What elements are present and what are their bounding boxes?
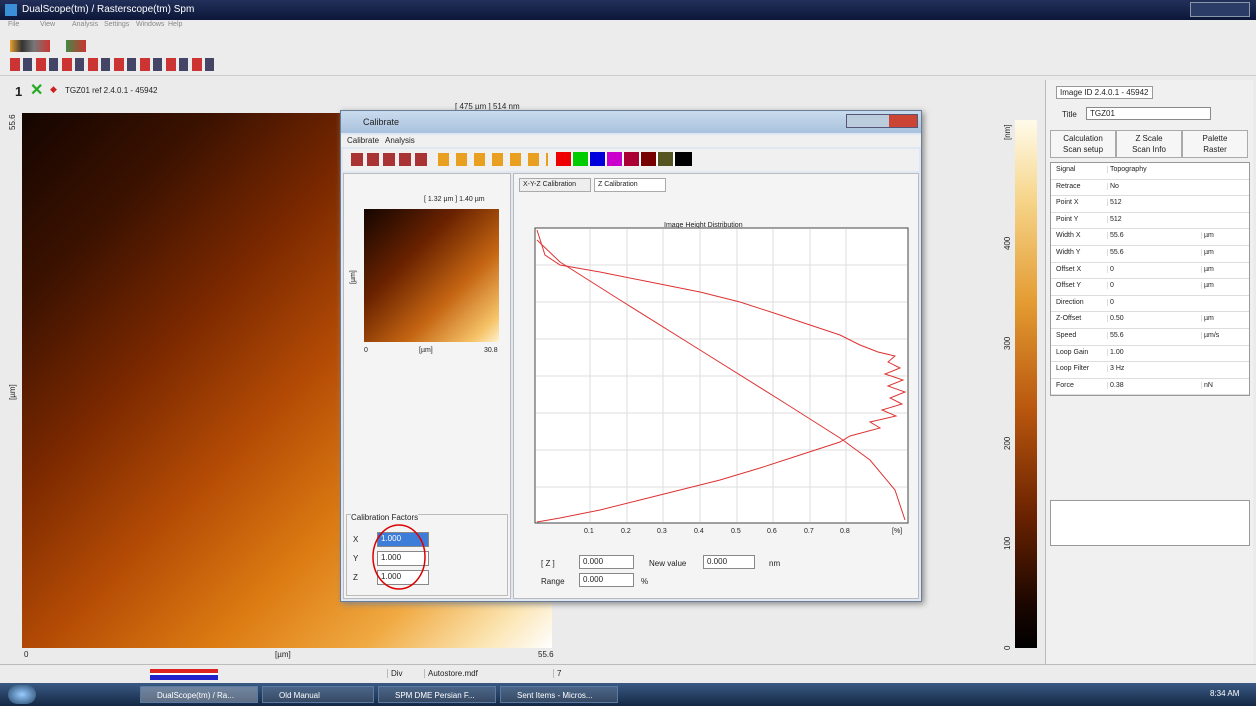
progress-indicator bbox=[150, 669, 218, 680]
status-cell: 7 bbox=[553, 669, 561, 678]
status-bar: Div Autostore.mdf 7 bbox=[0, 664, 1256, 683]
chart-overlay bbox=[0, 0, 1256, 706]
taskbar-item[interactable]: Old Manual bbox=[262, 686, 374, 703]
taskbar-item[interactable]: Sent Items - Micros... bbox=[500, 686, 618, 703]
start-button[interactable] bbox=[8, 685, 36, 704]
status-cell: Autostore.mdf bbox=[424, 669, 478, 678]
x-tick-label: 0.8 bbox=[840, 528, 850, 535]
highlight-circle bbox=[373, 525, 425, 589]
x-unit-label: [%] bbox=[892, 528, 902, 535]
status-cell: Div bbox=[387, 669, 403, 678]
x-tick-label: 0.6 bbox=[767, 528, 777, 535]
x-tick-label: 0.1 bbox=[584, 528, 594, 535]
x-tick-label: 0.3 bbox=[657, 528, 667, 535]
taskbar: 8:34 AM DualScope(tm) / Ra...Old ManualS… bbox=[0, 683, 1256, 706]
x-tick-label: 0.4 bbox=[694, 528, 704, 535]
clock: 8:34 AM bbox=[1210, 689, 1239, 698]
desktop: DualScope(tm) / Rasterscope(tm) Spm File… bbox=[0, 0, 1256, 706]
x-tick-label: 0.7 bbox=[804, 528, 814, 535]
taskbar-item[interactable]: DualScope(tm) / Ra... bbox=[140, 686, 258, 703]
x-tick-label: 0.5 bbox=[731, 528, 741, 535]
taskbar-item[interactable]: SPM DME Persian F... bbox=[378, 686, 496, 703]
x-tick-label: 0.2 bbox=[621, 528, 631, 535]
